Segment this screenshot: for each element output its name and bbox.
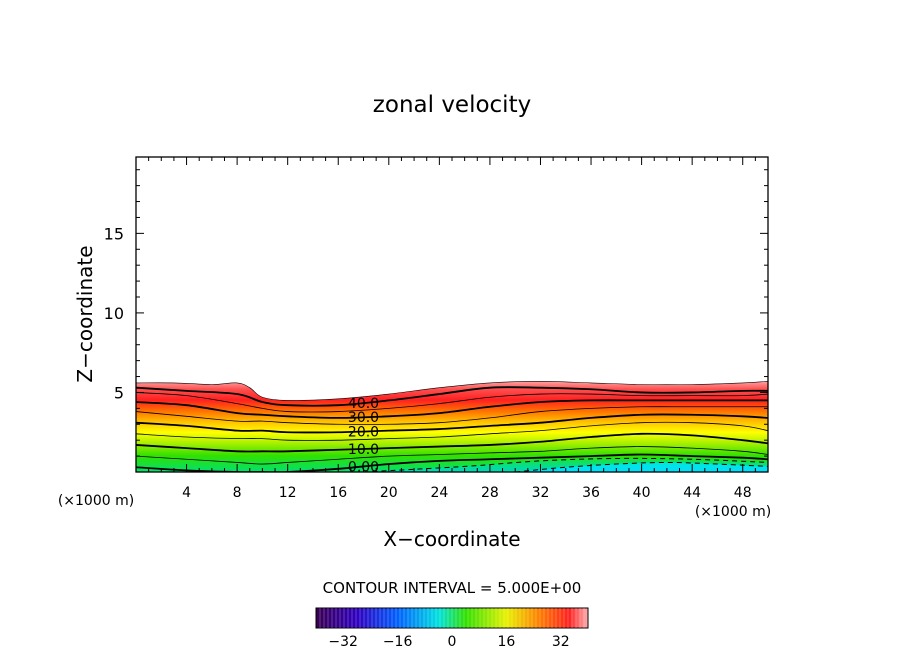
x-tick-label: 44 — [683, 485, 701, 501]
contour-line — [136, 399, 768, 419]
contour-label: 40.0 — [348, 396, 379, 412]
contour-line — [136, 421, 768, 441]
top-boundary-line — [136, 381, 768, 401]
y-axis-label: Z−coordinate — [73, 245, 97, 382]
x-tick-label: 8 — [233, 485, 242, 501]
contour-label: 30.0 — [348, 410, 379, 426]
y-tick-label: 5 — [114, 383, 124, 402]
x-unit-right: (×1000 m) — [695, 504, 771, 520]
x-tick-label: 36 — [582, 485, 600, 501]
negative-contour-line — [363, 457, 768, 472]
contour-line — [136, 446, 768, 465]
x-tick-label: 12 — [279, 485, 297, 501]
colorbar-tick-label: −32 — [328, 634, 358, 650]
contour-line — [136, 413, 768, 434]
contour-label: 0.00 — [348, 459, 379, 475]
x-tick-label: 32 — [532, 485, 550, 501]
contour-label: 10.0 — [348, 442, 379, 458]
chart-title: zonal velocity — [373, 92, 531, 118]
contour-line — [136, 386, 768, 407]
contour-label: 20.0 — [348, 424, 379, 440]
y-tick-label: 10 — [104, 304, 124, 323]
colorbar-tick-label: 0 — [448, 634, 457, 650]
contour-line — [136, 432, 768, 453]
contour-line — [136, 453, 768, 472]
negative-contour-line — [515, 461, 768, 472]
contour-line — [136, 406, 768, 425]
x-tick-label: 40 — [633, 485, 651, 501]
x-tick-label: 16 — [329, 485, 347, 501]
colorbar-gradient — [315, 607, 589, 629]
x-tick-label: 48 — [734, 485, 752, 501]
field-fill — [136, 381, 768, 472]
contour-line — [136, 392, 768, 413]
y-tick-label: 15 — [104, 224, 124, 243]
x-tick-label: 28 — [481, 485, 499, 501]
x-unit-left: (×1000 m) — [58, 493, 134, 509]
colorbar-tick-label: 32 — [552, 634, 570, 650]
colorbar-tick-label: −16 — [383, 634, 413, 650]
colorbar-tick-label: 16 — [497, 634, 515, 650]
x-tick-label: 24 — [430, 485, 448, 501]
x-axis-label: X−coordinate — [383, 527, 520, 551]
x-tick-label: 20 — [380, 485, 398, 501]
contour-interval-text: CONTOUR INTERVAL = 5.000E+00 — [323, 579, 582, 597]
plot-area: 40.030.020.010.00.00 4 8 12 16 20 24 28 32 36 40 4… — [104, 156, 769, 501]
x-tick-label: 4 — [182, 485, 191, 501]
colorbar: −32 −16 0 16 32 — [315, 607, 589, 650]
